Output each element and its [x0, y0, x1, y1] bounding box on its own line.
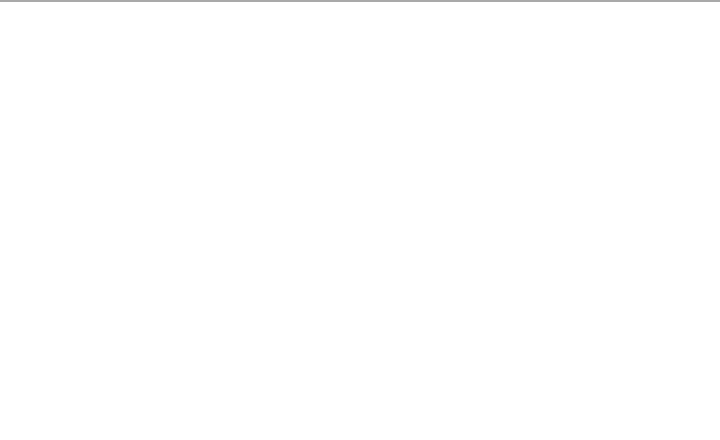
- long-term-debt-line-swatch-icon: [428, 406, 462, 409]
- legend-item-long-term-debt: [428, 406, 471, 409]
- legend-item-cash: [250, 406, 293, 409]
- short-term-debt-line-swatch-icon: [339, 406, 373, 409]
- chart-legend: [0, 406, 720, 409]
- cash-line-swatch-icon: [250, 406, 284, 409]
- legend-item-short-term-debt: [339, 406, 382, 409]
